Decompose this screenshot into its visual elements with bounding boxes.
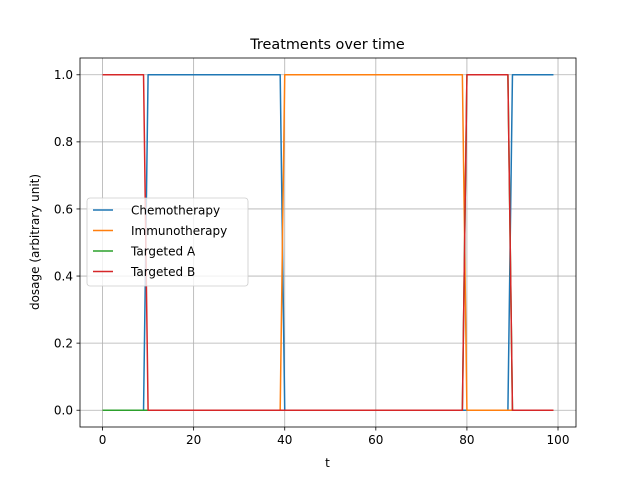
x-tick-label: 20 — [186, 433, 201, 447]
legend: Chemotherapy Immunotherapy Targeted A Targe… — [86, 197, 249, 287]
series-lines — [102, 74, 554, 411]
x-tick-label: 60 — [368, 433, 383, 447]
x-axis-label: t — [325, 456, 330, 470]
legend-label-immunotherapy: Immunotherapy — [131, 224, 227, 238]
y-axis-label: dosage (arbitrary unit) — [28, 174, 42, 310]
chart-title: Treatments over time — [249, 37, 405, 53]
x-tick-label: 100 — [547, 433, 570, 447]
legend-label-targeted-b: Targeted B — [130, 265, 195, 279]
legend-label-chemotherapy: Chemotherapy — [131, 203, 220, 217]
y-tick-label: 0.0 — [54, 404, 73, 418]
y-tick-label: 0.2 — [54, 336, 73, 350]
x-tick-label: 80 — [459, 433, 474, 447]
y-tick-label: 0.8 — [54, 135, 73, 149]
legend-label-targeted-a: Targeted A — [130, 244, 196, 258]
x-tick-label: 0 — [99, 433, 107, 447]
x-tick-label: 40 — [277, 433, 292, 447]
y-tick-label: 1.0 — [54, 68, 73, 82]
legend-box — [86, 197, 249, 287]
axes-frame — [79, 57, 577, 428]
series-line-targeted-b — [102, 74, 554, 411]
y-tick-label: 0.6 — [54, 202, 73, 216]
ticks: 0 20 40 60 80 100 0.0 0.2 0.4 0.6 0.8 1.0 — [54, 68, 570, 447]
y-tick-label: 0.4 — [54, 269, 73, 283]
